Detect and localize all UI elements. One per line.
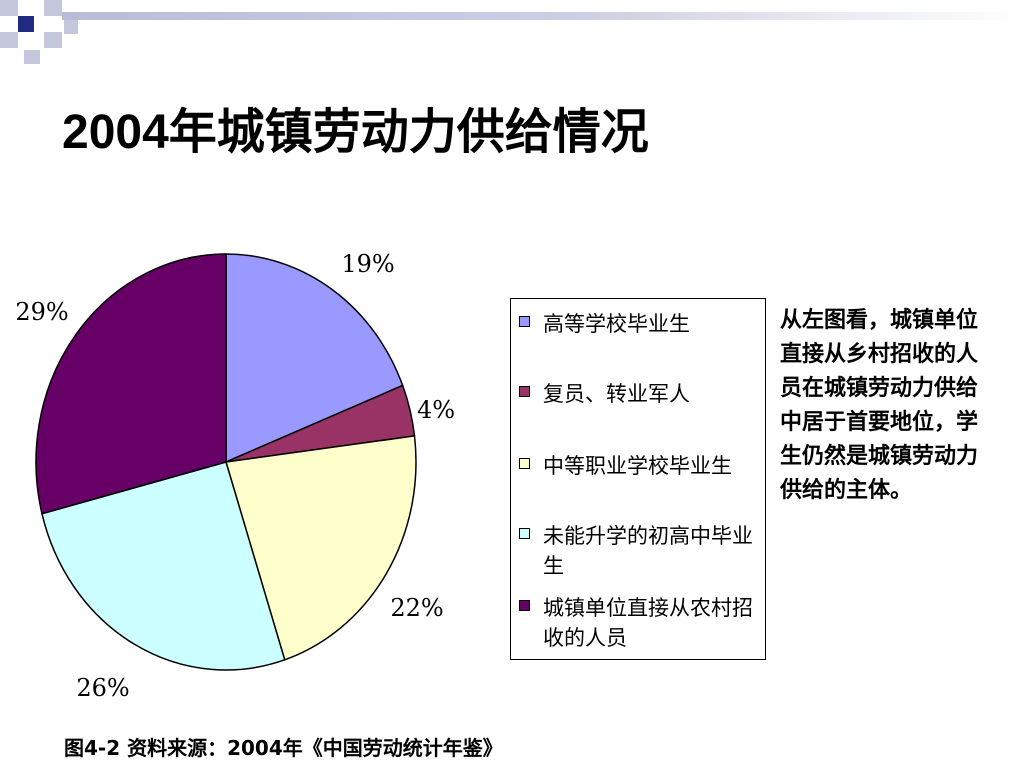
figure-caption: 图4-2 资料来源：2004年《中国劳动统计年鉴》 — [64, 736, 503, 760]
legend-item: 高等学校毕业生 — [519, 309, 759, 339]
legend-item: 复员、转业军人 — [519, 379, 759, 409]
legend-swatch — [519, 316, 530, 327]
deco-square-dark — [18, 16, 34, 32]
deco-square-light — [24, 50, 40, 64]
slice-percent-label: 4% — [417, 396, 455, 424]
pie-slice — [225, 253, 404, 464]
legend-item: 城镇单位直接从农村招收的人员 — [519, 593, 759, 653]
title-decoration-bar — [62, 12, 1024, 20]
legend-label: 未能升学的初高中毕业生 — [543, 524, 753, 578]
explanation-text: 从左图看，城镇单位直接从乡村招收的人员在城镇劳动力供给中居于首要地位，学生仍然是… — [780, 308, 979, 503]
legend-swatch — [519, 386, 530, 397]
pie-slice — [225, 435, 417, 661]
deco-square-light — [44, 0, 62, 16]
deco-square-light — [0, 32, 18, 48]
pie-slice — [35, 253, 227, 515]
legend-swatch — [519, 600, 530, 611]
slice-percent-label: 29% — [15, 298, 68, 326]
slide-title: 2004年城镇劳动力供给情况 — [62, 106, 649, 159]
deco-square-light — [64, 20, 78, 34]
legend-swatch — [519, 528, 530, 539]
legend-label: 复员、转业军人 — [543, 382, 690, 406]
legend-label: 中等职业学校毕业生 — [543, 454, 732, 478]
legend-swatch — [519, 458, 530, 469]
legend-label: 城镇单位直接从农村招收的人员 — [543, 596, 753, 650]
legend-item: 未能升学的初高中毕业生 — [519, 521, 759, 581]
slice-percent-label: 26% — [76, 674, 129, 700]
slice-percent-label: 22% — [390, 594, 443, 622]
deco-square-light — [44, 32, 62, 48]
legend-label: 高等学校毕业生 — [543, 312, 690, 336]
legend-item: 中等职业学校毕业生 — [519, 451, 759, 481]
chart-legend: 高等学校毕业生 复员、转业军人 中等职业学校毕业生 未能升学的初高中毕业生 城镇… — [510, 298, 766, 660]
deco-square-light — [0, 0, 18, 16]
slice-percent-label: 19% — [341, 250, 394, 278]
decorative-corner — [0, 0, 78, 64]
pie-chart: 19% 4% 22% 26% 29% — [15, 250, 455, 700]
pie-slice — [41, 461, 286, 671]
